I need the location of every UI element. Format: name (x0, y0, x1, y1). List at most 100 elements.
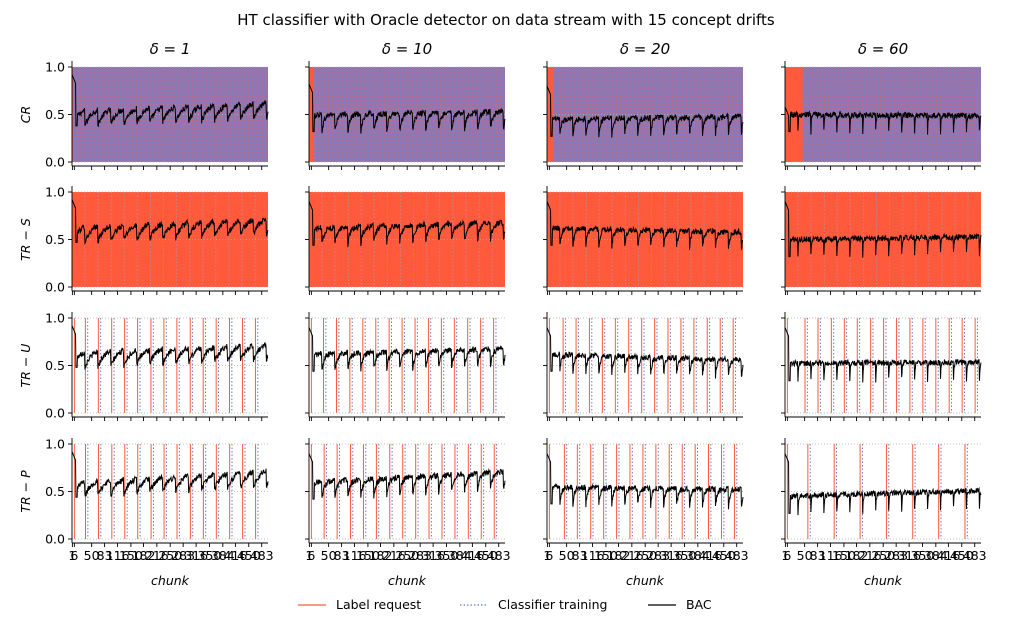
x-tick-label: 416 (698, 548, 722, 563)
bac-series-line (308, 327, 506, 372)
subplot (305, 186, 506, 295)
x-tick-label: 83 (334, 548, 350, 563)
y-tick-label: 0.0 (45, 155, 65, 170)
panel-grid: 0.0 0.5 1.0 δ = 1 CR δ = 10 δ = 20 δ = 60 0.0 0.5… (18, 40, 987, 588)
y-tick-label: 0.0 (45, 280, 65, 295)
x-tick-label: 416 (460, 548, 484, 563)
bac-series-line (784, 106, 982, 135)
row-label: TR − U (18, 344, 33, 388)
x-tick-label: 250 (633, 548, 657, 563)
x-tick-label: 116 (106, 548, 130, 563)
x-tick-label: 250 (158, 548, 182, 563)
column-title: δ = 1 (150, 40, 191, 58)
y-tick-label: 0.5 (45, 107, 65, 122)
x-tick-label: 483 (725, 548, 749, 563)
x-tick-label: 1 (543, 548, 551, 563)
bac-series-line (308, 453, 506, 500)
x-tick-label: 50 (559, 548, 575, 563)
x-tick-label: 182 (132, 548, 156, 563)
y-tick-label: 1.0 (45, 185, 65, 200)
bac-series-line (784, 327, 982, 383)
x-tick-label: 216 (858, 548, 882, 563)
row-label: CR (18, 106, 33, 123)
x-tick-label: 384 (211, 548, 235, 563)
subplot (781, 312, 982, 421)
legend-label: Classifier training (498, 597, 607, 612)
legend-item: Classifier training (460, 597, 607, 612)
x-tick-label: 116 (581, 548, 605, 563)
subplot: 0.0 0.5 1.0 TR − U (18, 311, 269, 421)
x-tick-label: 483 (963, 548, 987, 563)
label-request-band (547, 192, 743, 287)
y-tick-label: 0.5 (45, 484, 65, 499)
x-tick-label: 6 (70, 548, 78, 563)
legend-item: Label request (298, 597, 421, 612)
y-tick-label: 1.0 (45, 60, 65, 75)
x-tick-label: 384 (924, 548, 948, 563)
y-tick-label: 1.0 (45, 311, 65, 326)
legend-item: BAC (648, 597, 712, 612)
x-tick-label: 450 (712, 548, 736, 563)
x-tick-label: 483 (487, 548, 511, 563)
x-tick-label: 283 (884, 548, 908, 563)
y-tick-label: 0.0 (45, 406, 65, 421)
x-tick-label: 182 (369, 548, 393, 563)
subplot: 0.0 0.5 1.0 δ = 1 CR (18, 40, 269, 170)
x-axis-label: chunk (864, 573, 903, 588)
x-tick-label: 450 (237, 548, 261, 563)
subplot (781, 186, 982, 295)
bac-series-line (71, 325, 269, 370)
subplot: 16 50831161501822162502833163503844164504… (781, 438, 987, 588)
x-tick-label: 450 (474, 548, 498, 563)
x-axis-label: chunk (151, 573, 190, 588)
x-tick-label: 316 (184, 548, 208, 563)
x-tick-label: 283 (408, 548, 432, 563)
x-tick-label: 6 (545, 548, 553, 563)
x-tick-label: 416 (936, 548, 960, 563)
bac-series-line (784, 201, 982, 258)
bac-series-line (71, 74, 269, 128)
x-tick-label: 216 (620, 548, 644, 563)
legend-label: BAC (686, 597, 712, 612)
subplot: δ = 10 (305, 40, 506, 170)
x-tick-label: 182 (607, 548, 631, 563)
y-tick-label: 0.0 (45, 532, 65, 547)
x-tick-label: 1 (68, 548, 76, 563)
row-label: TR − S (18, 218, 33, 261)
x-tick-label: 350 (198, 548, 222, 563)
subplot: 0.0 0.5 1.0 16 50831161501822162502833163503… (18, 437, 274, 589)
y-tick-label: 0.5 (45, 232, 65, 247)
subplot: δ = 60 (781, 40, 982, 170)
x-tick-label: 150 (832, 548, 856, 563)
subplot: 0.0 0.5 1.0 TR − S (18, 185, 269, 295)
bac-series-line (308, 201, 506, 247)
subplot (543, 312, 744, 421)
x-tick-label: 416 (223, 548, 247, 563)
column-title: δ = 10 (382, 40, 432, 58)
bac-series-line (71, 199, 269, 246)
x-tick-label: 6 (307, 548, 315, 563)
subplot: 16 50831161501822162502833163503844164504… (305, 438, 511, 588)
x-tick-label: 50 (321, 548, 337, 563)
x-tick-label: 216 (382, 548, 406, 563)
legend: Label request Classifier training BAC (298, 597, 712, 612)
x-tick-label: 283 (171, 548, 195, 563)
bac-series-line (784, 453, 982, 516)
x-tick-label: 83 (810, 548, 826, 563)
x-tick-label: 350 (435, 548, 459, 563)
label-request-band (309, 192, 505, 287)
x-tick-label: 483 (250, 548, 274, 563)
x-tick-label: 316 (421, 548, 445, 563)
x-tick-label: 150 (119, 548, 143, 563)
x-axis-label: chunk (388, 573, 427, 588)
x-tick-label: 316 (897, 548, 921, 563)
label-request-band (547, 67, 553, 162)
x-tick-label: 150 (594, 548, 618, 563)
legend-label: Label request (336, 597, 421, 612)
y-tick-label: 1.0 (45, 437, 65, 452)
training-band (547, 67, 743, 162)
label-request-band (72, 192, 268, 287)
x-tick-label: 83 (572, 548, 588, 563)
subplot: δ = 20 (543, 40, 744, 170)
